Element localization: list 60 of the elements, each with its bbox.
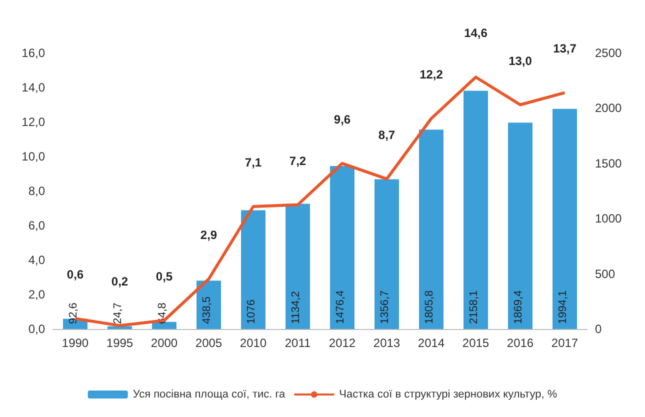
y-tick-label: 14,0 — [22, 80, 46, 94]
data-label: 12,2 — [420, 68, 444, 82]
x-tick-label: 2012 — [328, 336, 356, 350]
x-tick-label: 2016 — [506, 336, 534, 350]
y-tick-label: 6,0 — [28, 218, 46, 232]
data-label: 0,2 — [111, 274, 128, 289]
data-label: 7,2 — [289, 154, 306, 168]
y2-tick-label: 1000 — [595, 212, 622, 226]
data-label: 9,6 — [334, 112, 351, 126]
data-label: 13,0 — [508, 54, 532, 68]
y-tick-label: 10,0 — [22, 150, 46, 164]
data-label: 1994,1 — [556, 290, 569, 324]
data-label: 14,6 — [464, 26, 488, 40]
x-tick-label: 2000 — [150, 336, 178, 350]
data-label: 2158,1 — [468, 290, 480, 324]
y2-tick-label: 1500 — [595, 156, 622, 170]
legend-label: Частка сої в структурі зернових культур, % — [339, 388, 558, 400]
legend-label: Уся посівна площа сої, тис. га — [132, 388, 286, 400]
bar — [419, 130, 444, 329]
y-tick-label: 2,0 — [28, 288, 46, 302]
x-tick-label: 1995 — [106, 336, 134, 350]
x-tick-label: 2015 — [462, 336, 490, 350]
data-label: 1076 — [245, 300, 258, 324]
y-tick-label: 0,0 — [28, 322, 46, 336]
y2-tick-label: 2000 — [595, 101, 622, 116]
data-label: 13,7 — [553, 42, 577, 56]
data-label: 0,6 — [66, 268, 84, 282]
data-label: 438,5 — [200, 296, 213, 324]
bar — [241, 210, 266, 329]
y2-tick-label: 0 — [595, 322, 602, 336]
bar — [464, 90, 488, 329]
bar — [508, 122, 532, 329]
data-label: 0,5 — [156, 269, 173, 284]
x-tick-label: 2011 — [284, 336, 311, 350]
x-tick-label: 2017 — [551, 336, 578, 350]
x-tick-label: 2010 — [240, 336, 267, 350]
data-label: 1805,8 — [423, 290, 436, 324]
data-label: 1869,4 — [512, 290, 524, 324]
data-label: 1134,2 — [290, 291, 302, 324]
y2-tick-label: 2500 — [595, 46, 622, 60]
data-label: 1476,4 — [334, 290, 346, 324]
y-tick-label: 12,0 — [22, 115, 46, 129]
bar — [330, 166, 354, 329]
x-tick-label: 2014 — [418, 336, 445, 350]
data-label: 2,9 — [200, 228, 218, 242]
x-tick-label: 1990 — [62, 336, 89, 350]
data-label: 8,7 — [378, 128, 396, 142]
y-tick-label: 16,0 — [22, 46, 46, 60]
bar — [374, 179, 399, 329]
y-tick-label: 8,0 — [28, 184, 46, 198]
bar — [286, 204, 310, 329]
data-label: 7,1 — [244, 156, 262, 170]
data-label: 92,6 — [67, 302, 80, 324]
data-label: 1356,7 — [378, 290, 391, 324]
bar — [552, 108, 577, 329]
x-tick-label: 2005 — [195, 336, 222, 350]
data-label: 24,7 — [112, 302, 124, 324]
y-tick-label: 4,0 — [28, 253, 46, 267]
x-tick-label: 2013 — [373, 336, 400, 350]
y2-tick-label: 500 — [595, 266, 616, 281]
